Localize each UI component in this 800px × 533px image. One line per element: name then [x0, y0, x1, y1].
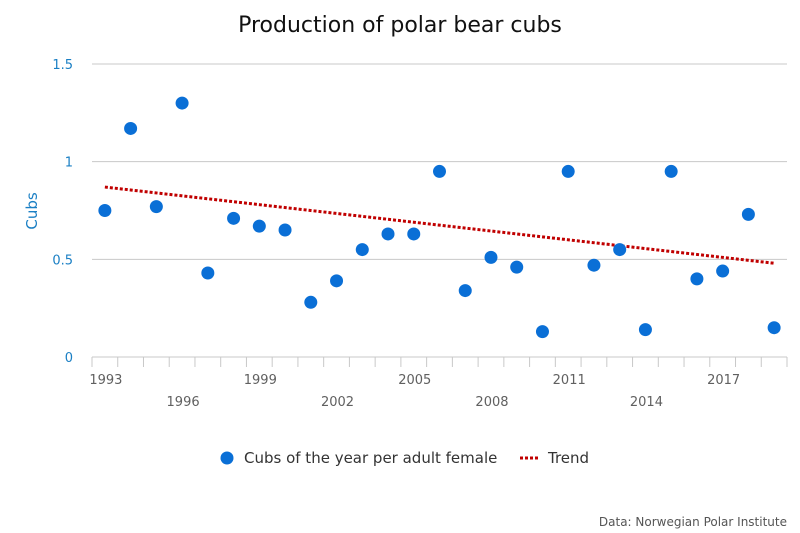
data-point-1998[interactable] — [227, 211, 241, 225]
y-tick-label: 0 — [65, 351, 73, 366]
grid — [92, 63, 787, 260]
legend-marker-cubs[interactable] — [220, 451, 234, 465]
data-point-2003[interactable] — [355, 243, 369, 257]
x-tick-label: 2014 — [630, 395, 663, 410]
data-point-2010[interactable] — [535, 325, 549, 339]
data-point-2015[interactable] — [664, 164, 678, 178]
x-axis: 1993 1999 2005 2011 2017 1996 2002 2008 2014 — [89, 356, 788, 410]
data-point-1997[interactable] — [201, 266, 215, 280]
data-point-2007[interactable] — [458, 284, 472, 298]
credit-text: Data: Norwegian Polar Institute — [599, 515, 787, 529]
data-point-2014[interactable] — [638, 323, 652, 337]
data-point-1999[interactable] — [252, 219, 266, 233]
x-tick-label: 2017 — [707, 373, 740, 388]
data-point-2011[interactable] — [561, 164, 575, 178]
data-point-2012[interactable] — [587, 258, 601, 272]
data-point-1993[interactable] — [98, 204, 112, 217]
y-tick-label: 1 — [65, 156, 73, 171]
trend-line-path — [104, 185, 775, 265]
x-tick-label: 2008 — [475, 395, 508, 410]
data-point-2000[interactable] — [278, 223, 292, 237]
y-tick-label: 0.5 — [52, 253, 73, 268]
data-point-2008[interactable] — [484, 250, 498, 264]
x-tick-label: 1999 — [244, 373, 277, 388]
data-point-2001[interactable] — [304, 295, 318, 309]
x-tick-label: 2005 — [398, 373, 431, 388]
data-points — [98, 96, 781, 339]
data-point-2013[interactable] — [613, 243, 627, 257]
data-point-2019[interactable] — [767, 321, 781, 335]
data-point-2002[interactable] — [330, 274, 344, 288]
y-axis-ticks: 0 0.5 1 1.5 — [52, 58, 73, 366]
data-point-1996[interactable] — [175, 96, 189, 110]
data-point-2004[interactable] — [381, 227, 395, 241]
data-point-2005[interactable] — [407, 227, 421, 241]
x-tick-label: 1996 — [167, 395, 200, 410]
data-point-2016[interactable] — [690, 272, 704, 286]
data-point-1994[interactable] — [124, 121, 138, 135]
y-axis-label: Cubs — [23, 192, 41, 230]
data-point-2018[interactable] — [741, 207, 755, 221]
legend: Cubs of the year per adult female Trend — [220, 449, 589, 467]
data-point-2009[interactable] — [510, 260, 524, 274]
x-tick-label: 2002 — [321, 395, 354, 410]
data-point-2017[interactable] — [716, 264, 730, 278]
x-tick-label: 2011 — [553, 373, 586, 388]
x-tick-label: 1993 — [89, 373, 122, 388]
chart-title: Production of polar bear cubs — [238, 13, 562, 38]
y-tick-label: 1.5 — [52, 58, 73, 73]
trend-line — [104, 185, 775, 265]
data-point-1995[interactable] — [149, 200, 163, 214]
legend-label-cubs[interactable]: Cubs of the year per adult female — [244, 449, 497, 467]
legend-label-trend[interactable]: Trend — [547, 449, 589, 467]
data-point-2006[interactable] — [433, 164, 446, 178]
